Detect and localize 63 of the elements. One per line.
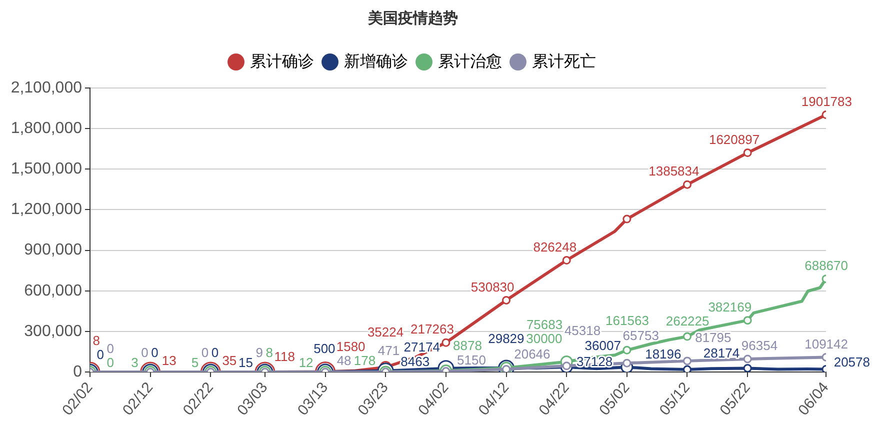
y-tick-label: 2,100,000 bbox=[10, 79, 82, 96]
y-tick-label: 1,200,000 bbox=[10, 201, 82, 218]
data-label: 8 bbox=[266, 345, 273, 360]
data-label: 96354 bbox=[741, 338, 778, 354]
data-label: 36007 bbox=[584, 338, 621, 354]
data-label: 262225 bbox=[666, 314, 710, 329]
data-label: 826248 bbox=[533, 239, 577, 254]
y-tick-label: 1,500,000 bbox=[10, 160, 82, 178]
legend-label: 新增确诊 bbox=[344, 52, 408, 70]
data-label: 0 bbox=[96, 347, 104, 362]
data-label: 20578 bbox=[834, 354, 870, 370]
data-label: 0 bbox=[106, 341, 114, 356]
data-label: 688670 bbox=[804, 258, 848, 273]
data-label: 5150 bbox=[457, 352, 486, 368]
data-label: 0 bbox=[151, 345, 158, 360]
y-tick-label: 1,800,000 bbox=[10, 120, 82, 137]
y-tick-label: 600,000 bbox=[24, 282, 82, 300]
y-tick-label: 300,000 bbox=[24, 322, 82, 340]
data-label: 382169 bbox=[708, 299, 752, 314]
data-label: 37128 bbox=[576, 354, 613, 370]
data-label: 1620897 bbox=[708, 132, 760, 147]
data-label: 30000 bbox=[526, 331, 562, 346]
data-label: 1901783 bbox=[801, 94, 852, 109]
legend-label: 累计治愈 bbox=[438, 52, 502, 70]
data-label: 29829 bbox=[488, 331, 524, 346]
data-label: 1385834 bbox=[648, 164, 700, 179]
data-label: 0 bbox=[106, 355, 114, 370]
data-label: 18196 bbox=[645, 346, 682, 362]
data-label: 75683 bbox=[526, 316, 563, 332]
data-label: 3 bbox=[131, 355, 138, 370]
data-label: 45318 bbox=[564, 322, 601, 338]
data-label: 65753 bbox=[622, 328, 659, 344]
data-label: 109142 bbox=[804, 336, 848, 352]
data-label: 118 bbox=[274, 349, 295, 364]
data-label: 217263 bbox=[410, 322, 454, 337]
data-label: 471 bbox=[378, 343, 400, 358]
data-label: 35 bbox=[222, 353, 237, 368]
data-label: 81795 bbox=[695, 330, 732, 346]
data-label: 0 bbox=[201, 345, 209, 360]
data-label: 13 bbox=[162, 353, 176, 368]
data-label: 0 bbox=[141, 345, 148, 360]
data-label: 8463 bbox=[400, 354, 430, 369]
data-label: 161563 bbox=[606, 313, 649, 328]
data-label: 35224 bbox=[367, 324, 404, 340]
y-tick-label: 900,000 bbox=[24, 242, 82, 259]
legend-label: 累计确诊 bbox=[250, 52, 314, 70]
data-label: 15 bbox=[238, 355, 253, 370]
data-label: 8878 bbox=[453, 338, 482, 353]
data-label: 530830 bbox=[470, 279, 514, 294]
y-tick-label: 0 bbox=[73, 363, 82, 380]
data-label: 1580 bbox=[336, 338, 366, 354]
data-label: 500 bbox=[314, 341, 336, 356]
data-label: 20646 bbox=[514, 346, 550, 362]
data-label: 28174 bbox=[703, 345, 740, 360]
data-label: 48 bbox=[336, 353, 352, 368]
data-label: 8 bbox=[92, 333, 100, 348]
data-label: 0 bbox=[211, 345, 219, 360]
data-label: 9 bbox=[256, 345, 263, 360]
chart-title: 美国疫情趋势 bbox=[367, 9, 458, 28]
data-label: 12 bbox=[298, 355, 314, 370]
data-label: 178 bbox=[354, 353, 376, 368]
data-label: 5 bbox=[191, 355, 199, 370]
legend-label: 累计死亡 bbox=[532, 52, 596, 70]
